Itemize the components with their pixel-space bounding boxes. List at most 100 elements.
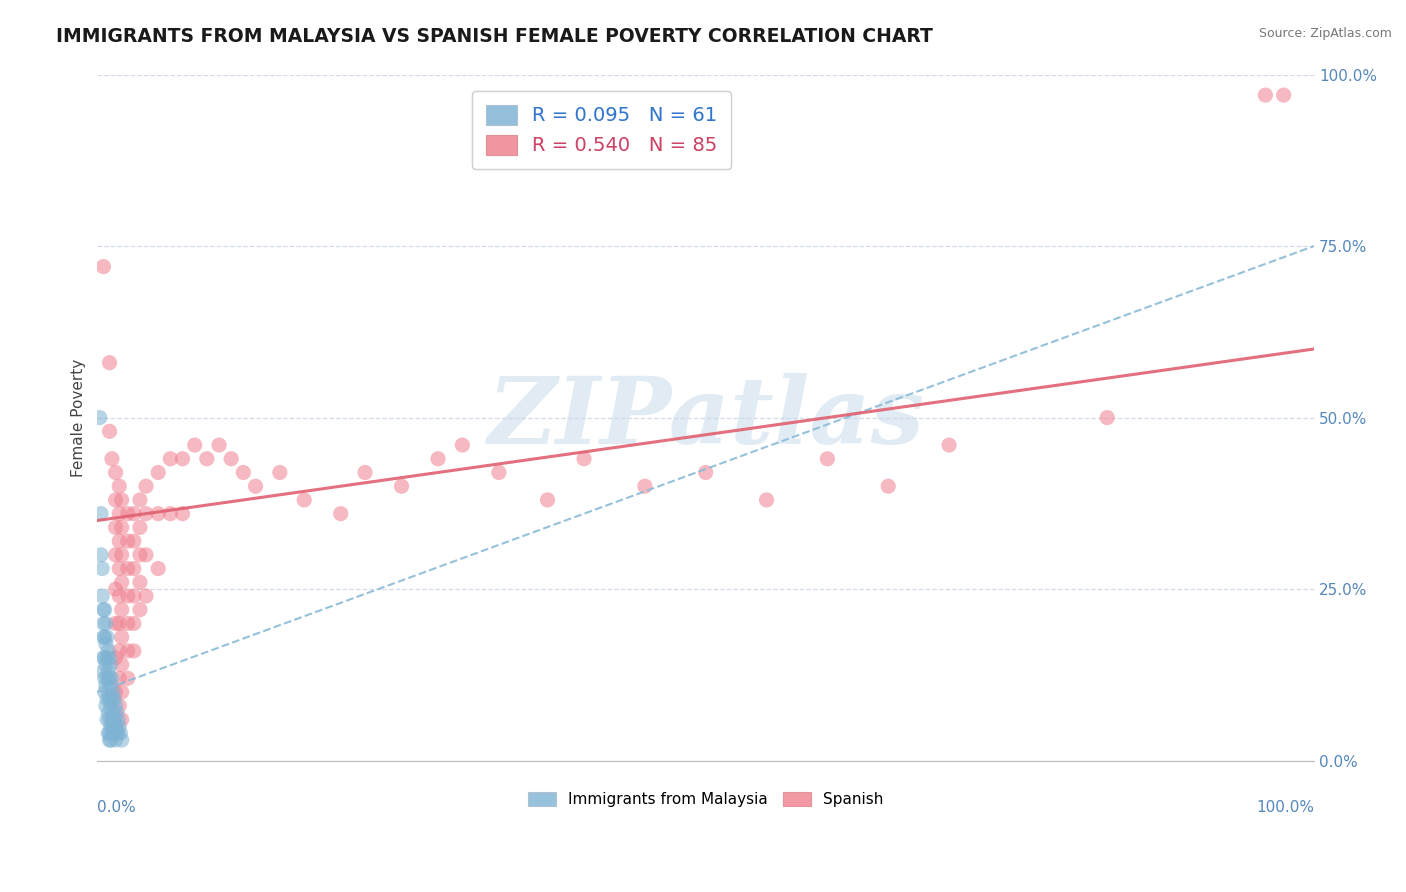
Point [172,507,194,521]
Point [117,671,139,685]
Point [755,492,778,507]
Point [98,713,121,727]
Legend: R = 0.095   N = 61, R = 0.540   N = 85: R = 0.095 N = 61, R = 0.540 N = 85 [472,91,731,169]
Point [815,451,838,466]
Point [97,706,120,720]
Point [97,644,120,658]
Point [90,507,112,521]
Point [354,466,377,480]
Point [108,698,131,713]
Point [148,466,170,480]
Point [111,733,134,747]
Point [96,713,118,727]
Point [101,671,124,685]
Point [98,733,121,747]
Point [245,479,267,493]
Point [329,507,352,521]
Point [100,698,122,713]
Point [89,410,111,425]
Point [104,616,127,631]
Point [117,507,139,521]
Point [117,616,139,631]
Point [103,726,125,740]
Point [135,479,157,493]
Point [129,603,152,617]
Text: 0.0%: 0.0% [97,799,136,814]
Point [148,561,170,575]
Point [108,616,131,631]
Point [90,548,112,562]
Point [103,713,125,727]
Point [103,692,125,706]
Point [94,637,117,651]
Point [98,671,121,685]
Point [101,706,124,720]
Point [101,692,124,706]
Point [135,548,157,562]
Point [634,479,657,493]
Point [108,644,131,658]
Point [172,451,194,466]
Point [93,630,115,644]
Point [129,492,152,507]
Point [122,507,145,521]
Point [93,685,115,699]
Point [101,713,124,727]
Point [536,492,558,507]
Point [122,644,145,658]
Point [1272,88,1295,103]
Point [104,548,127,562]
Point [91,589,114,603]
Point [1254,88,1277,103]
Point [292,492,315,507]
Point [96,671,118,685]
Point [97,685,120,699]
Point [93,650,115,665]
Point [135,507,157,521]
Point [100,678,122,692]
Point [100,657,122,672]
Point [104,698,127,713]
Point [94,678,117,692]
Point [98,425,121,439]
Point [195,451,218,466]
Point [232,466,254,480]
Point [104,733,127,747]
Point [1097,410,1119,425]
Point [111,548,134,562]
Point [572,451,595,466]
Point [129,520,152,534]
Point [111,657,134,672]
Y-axis label: Female Poverty: Female Poverty [72,359,86,476]
Text: Source: ZipAtlas.com: Source: ZipAtlas.com [1258,27,1392,40]
Point [159,507,181,521]
Point [219,451,242,466]
Point [108,507,131,521]
Point [117,644,139,658]
Point [105,706,128,720]
Point [93,650,115,665]
Point [93,671,115,685]
Point [108,534,131,549]
Point [111,575,134,590]
Point [104,685,127,699]
Point [96,692,118,706]
Point [104,719,127,733]
Point [98,726,121,740]
Point [129,548,152,562]
Point [111,520,134,534]
Point [96,630,118,644]
Point [98,650,121,665]
Point [117,534,139,549]
Text: 100.0%: 100.0% [1256,799,1315,814]
Point [135,589,157,603]
Point [104,466,127,480]
Point [122,589,145,603]
Point [129,575,152,590]
Point [117,589,139,603]
Point [93,630,115,644]
Point [101,726,124,740]
Point [98,356,121,370]
Point [117,561,139,575]
Point [98,692,121,706]
